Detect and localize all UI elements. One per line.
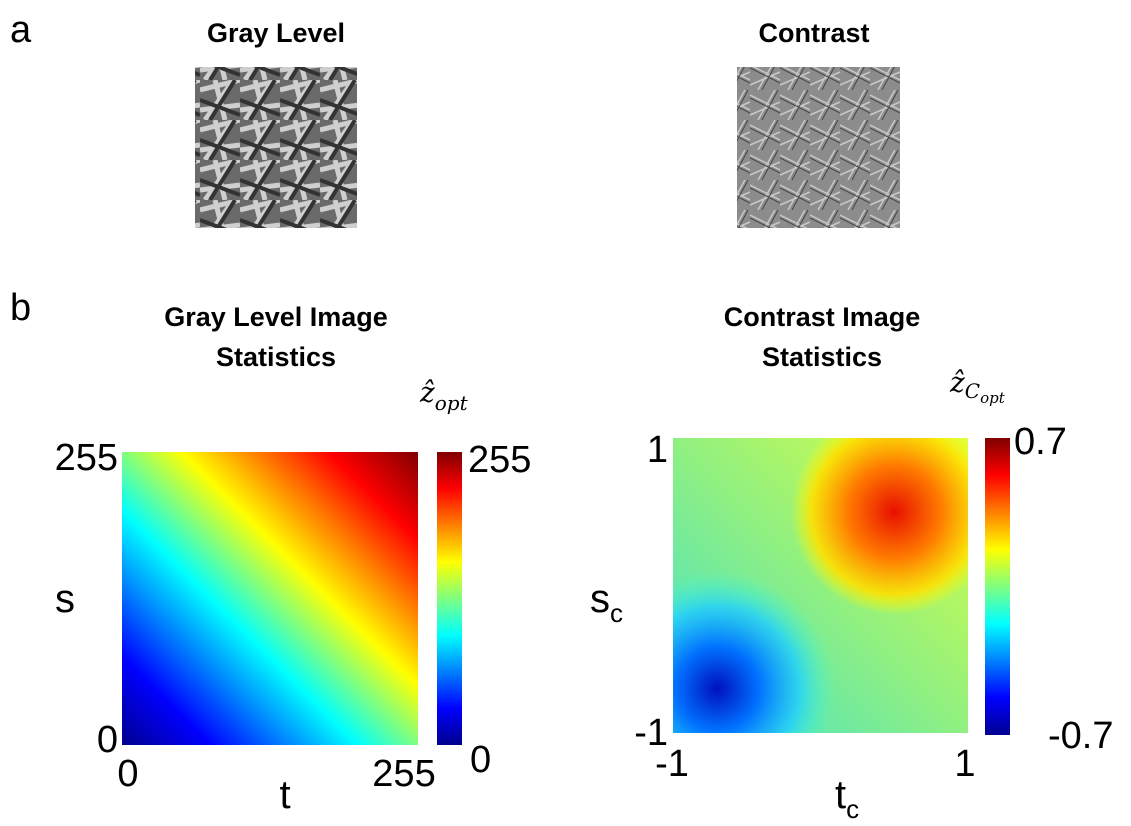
label-part: c [846,794,859,821]
gray-image [195,67,357,228]
colorbar-tick: -0.7 [1048,715,1113,757]
contrast-image [737,67,900,228]
label-part: opt [435,391,469,415]
colorbar [985,438,1010,735]
colorbar-tick: 0 [470,739,491,781]
panel-label: b [10,287,31,329]
colorbar-label: ẑCopt [949,366,1006,407]
colorbar-label: ẑopt [419,376,469,415]
plot-title: Statistics [762,342,882,372]
heatmap [122,452,418,745]
label-part: ẑ [419,376,435,409]
y-tick-label: 0 [97,719,118,761]
label-part: t [835,773,846,817]
panel-label: a [10,9,32,51]
y-axis-label: s [55,577,75,621]
y-axis-label: sc [590,577,623,628]
x-axis-label: t [279,773,290,817]
label-part: c [610,598,623,628]
x-tick-label: 1 [954,743,975,785]
label-part: opt [980,389,1006,407]
image-title: Gray Level [207,18,345,48]
x-tick-label: -1 [655,743,689,785]
colorbar-tick: 255 [468,439,531,481]
image-title: Contrast [758,18,869,48]
plot-title: Statistics [216,342,336,372]
label-part: s [590,577,610,621]
colorbar-tick: 0.7 [1014,421,1067,463]
y-tick-label: 255 [55,437,118,479]
label-part: ẑ [949,366,965,399]
label-part: C [965,379,980,403]
heatmap [673,438,968,733]
x-tick-label: 0 [117,753,138,795]
y-tick-label: -1 [634,712,668,754]
x-axis-label: tc [835,773,859,821]
plot-title: Contrast Image [724,302,921,332]
x-tick-label: 255 [372,753,435,795]
y-tick-label: 1 [647,429,668,471]
plot-title: Gray Level Image [164,302,388,332]
colorbar [437,452,462,745]
